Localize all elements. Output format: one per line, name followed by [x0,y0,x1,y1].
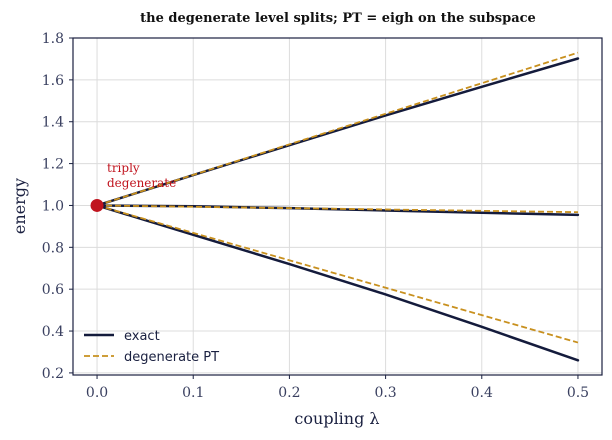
plot-frame [72,37,603,376]
y-tick-label: 1.8 [42,31,64,47]
y-tick-label: 1.0 [42,198,64,214]
series-line-pt-0 [96,51,579,207]
legend-label-pt: degenerate PT [124,350,219,365]
legend-label-exact: exact [124,329,160,344]
y-tick-label: 1.6 [42,73,64,89]
series-line-pt-1 [97,204,578,214]
annotation-line-1: triply [107,161,140,175]
series-line-exact-1 [95,204,580,217]
series-line-pt-2 [96,204,579,344]
ticks: 0.0 0.1 0.2 0.3 0.4 0.5 0.2 0.4 0.6 0.8 1.0 1.2 1.4 1… [42,31,589,401]
y-tick-label: 0.4 [42,324,64,340]
x-tick-label: 0.3 [374,385,396,401]
series-line-exact-2 [95,204,580,362]
y-tick-label: 0.2 [42,366,64,382]
y-tick-label: 1.2 [42,157,64,173]
x-tick-label: 0.4 [471,385,493,401]
x-tick-label: 0.2 [278,385,300,401]
x-tick-label: 0.1 [182,385,204,401]
annotation: triply degenerate [107,161,176,190]
degenerate-point-marker [90,198,104,212]
y-tick-label: 0.6 [42,282,64,298]
x-tick-label: 0.0 [86,385,108,401]
y-tick-label: 0.8 [42,240,64,256]
x-axis-label: coupling λ [294,409,379,428]
x-tick-label: 0.5 [567,385,589,401]
annotation-line-2: degenerate [107,176,176,190]
legend: exact degenerate PT [84,329,219,365]
y-axis-label: energy [10,178,29,234]
series-layer [90,51,580,362]
chart-title: the degenerate level splits; PT = eigh o… [140,11,536,26]
y-tick-label: 1.4 [42,115,64,131]
